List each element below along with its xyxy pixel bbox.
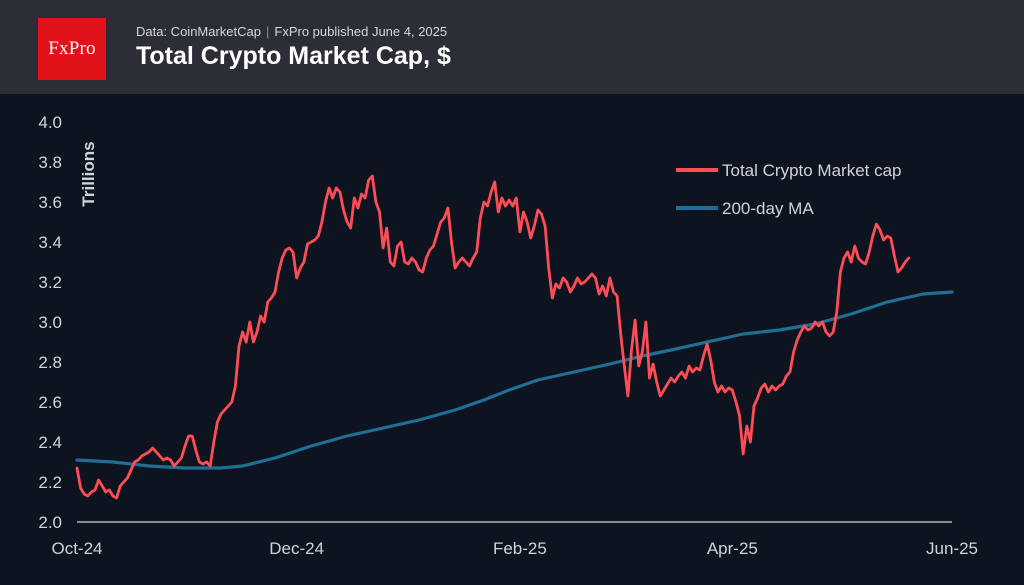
x-tick-label: Oct-24 xyxy=(51,539,102,558)
chart-title: Total Crypto Market Cap, $ xyxy=(136,42,451,70)
crypto-market-cap-chart: 4.0 3.8 3.6 3.4 3.2 3.0 2.8 2.6 2.4 2.2 2.0 Trilli… xyxy=(38,113,978,558)
data-source: Data: CoinMarketCap xyxy=(136,24,261,39)
y-tick-label: 4.0 xyxy=(38,113,62,132)
x-tick-label: Jun-25 xyxy=(926,539,978,558)
y-tick-label: 3.8 xyxy=(38,153,62,172)
y-tick-label: 2.2 xyxy=(38,473,62,492)
y-tick-label: 3.4 xyxy=(38,233,62,252)
y-tick-label: 3.6 xyxy=(38,193,62,212)
x-tick-label: Apr-25 xyxy=(707,539,758,558)
y-tick-label: 2.8 xyxy=(38,353,62,372)
y-tick-label: 3.2 xyxy=(38,273,62,292)
y-tick-label: 2.0 xyxy=(38,513,62,532)
ma-200-series-line xyxy=(75,290,954,470)
legend-label: Total Crypto Market cap xyxy=(722,161,902,180)
x-tick-label: Feb-25 xyxy=(493,539,547,558)
y-tick-label: 2.6 xyxy=(38,393,62,412)
series-group xyxy=(75,174,954,500)
fxpro-logo: FxPro xyxy=(38,18,106,80)
separator: | xyxy=(266,24,270,39)
y-axis: 4.0 3.8 3.6 3.4 3.2 3.0 2.8 2.6 2.4 2.2 2.0 xyxy=(38,113,62,532)
x-axis: Oct-24 Dec-24 Feb-25 Apr-25 Jun-25 xyxy=(51,539,978,558)
market-cap-series-line xyxy=(75,174,911,500)
legend: Total Crypto Market cap 200-day MA xyxy=(676,161,902,218)
publish-date: FxPro published June 4, 2025 xyxy=(274,24,448,39)
y-tick-label: 3.0 xyxy=(38,313,62,332)
x-tick-label: Dec-24 xyxy=(269,539,324,558)
y-tick-label: 2.4 xyxy=(38,433,62,452)
y-axis-label: Trillions xyxy=(79,141,98,206)
chart-header: FxPro Data: CoinMarketCap | FxPro publishe… xyxy=(0,0,1024,94)
legend-label: 200-day MA xyxy=(722,199,814,218)
data-source-line: Data: CoinMarketCap | FxPro published June… xyxy=(136,24,447,39)
